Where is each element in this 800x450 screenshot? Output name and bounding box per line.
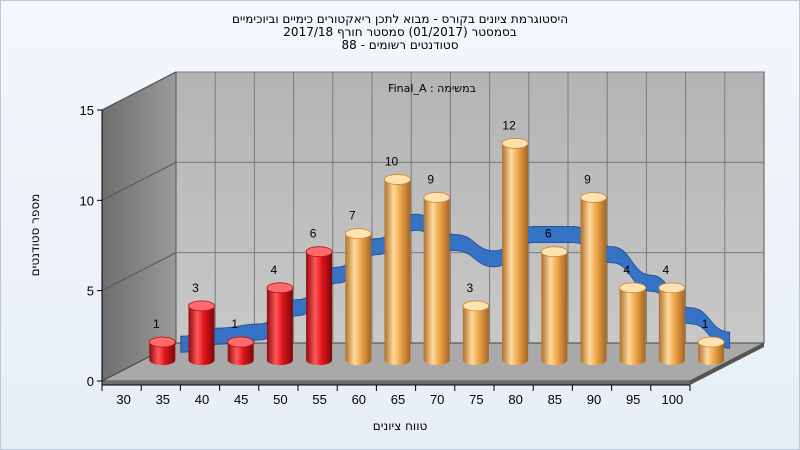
bar-top — [580, 192, 607, 203]
y-tick-label: 5 — [87, 284, 94, 299]
bar — [697, 336, 725, 366]
bar-body — [345, 233, 372, 366]
bar-top — [697, 336, 725, 348]
x-tick-label: 75 — [469, 392, 483, 407]
bar — [619, 282, 647, 366]
bar-value-label: 7 — [349, 209, 356, 223]
bar-body — [541, 251, 568, 366]
bar-value-label: 1 — [153, 317, 160, 331]
x-axis-label: טווח ציונים — [372, 419, 428, 433]
chart-title-line-2: בסמסטר (01/2017) סמסטר חורף 2017/18 — [283, 25, 517, 39]
left-wall — [101, 71, 177, 382]
bar — [305, 246, 333, 366]
bar — [227, 336, 255, 366]
x-tick-label: 40 — [195, 392, 209, 407]
y-tick-label: 0 — [87, 374, 94, 389]
bar-body — [306, 251, 333, 366]
y-tick-label: 10 — [80, 193, 94, 208]
bar — [423, 192, 451, 366]
bar-top — [619, 282, 647, 294]
bar — [540, 246, 568, 366]
bar-body — [580, 197, 607, 366]
series-label: Final_A : במשימה — [388, 82, 476, 95]
bar-value-label: 6 — [310, 227, 317, 241]
bar-value-label: 1 — [702, 317, 709, 331]
x-tick-label: 80 — [508, 392, 522, 407]
bar-body — [619, 287, 646, 366]
bar-value-label: 3 — [192, 281, 199, 295]
gridline — [101, 71, 177, 111]
bar-value-label: 1 — [231, 317, 238, 331]
bar-top — [384, 174, 411, 185]
bar — [266, 282, 294, 366]
bar-top — [148, 336, 176, 348]
y-tick-label: 15 — [80, 103, 94, 118]
bar — [580, 192, 607, 366]
bar-top — [344, 228, 372, 240]
bar — [344, 228, 372, 366]
bar-body — [266, 287, 293, 366]
bar-top — [305, 246, 333, 258]
x-tick-label: 55 — [312, 392, 326, 407]
gridline — [101, 161, 177, 201]
bar-top — [658, 282, 686, 294]
bar — [148, 336, 176, 366]
x-tick-label: 90 — [587, 392, 601, 407]
bar-body — [423, 197, 450, 366]
x-tick-label: 45 — [234, 392, 248, 407]
x-tick-label: 85 — [548, 392, 562, 407]
bar-body — [698, 342, 725, 366]
chart-title-line-1: היסטוגרמת ציונים בקורס - מבוא לתכן ריאקט… — [231, 12, 569, 26]
bar-value-label: 3 — [467, 281, 474, 295]
bar-value-label: 4 — [623, 263, 630, 277]
bar-value-label: 12 — [502, 118, 516, 132]
floor-edge — [102, 381, 690, 385]
x-tick-label: 50 — [273, 392, 287, 407]
bar-top — [540, 246, 568, 258]
bar-value-label: 9 — [427, 173, 434, 187]
x-tick-label: 100 — [662, 392, 684, 407]
bar-top — [501, 137, 529, 149]
bar-value-label: 4 — [271, 263, 278, 277]
bar — [501, 137, 529, 366]
bar-body — [188, 305, 215, 366]
bar-value-label: 4 — [663, 263, 670, 277]
bar-body — [227, 342, 254, 366]
bar-body — [462, 305, 489, 366]
bar-top — [266, 282, 294, 294]
bar — [658, 282, 686, 366]
bar-value-label: 10 — [385, 154, 399, 168]
bar — [462, 300, 490, 366]
bar-top — [227, 336, 255, 348]
x-tick-label: 65 — [391, 392, 405, 407]
floor-side-edge — [690, 343, 764, 385]
bar — [188, 300, 215, 366]
x-tick-label: 70 — [430, 392, 444, 407]
bar-top — [188, 300, 215, 312]
gridline — [101, 252, 177, 292]
bar-body — [502, 143, 529, 366]
bar-top — [462, 300, 490, 312]
x-tick-label: 95 — [626, 392, 640, 407]
bar-body — [658, 287, 685, 366]
bar-top — [423, 192, 451, 203]
x-tick-label: 35 — [156, 392, 170, 407]
x-tick-label: 60 — [352, 392, 366, 407]
bar-body — [149, 342, 176, 366]
bar-value-label: 6 — [545, 227, 552, 241]
bar-value-label: 9 — [584, 173, 591, 187]
bar-body — [384, 179, 411, 366]
chart-title-line-3: סטודנטים רשומים - 88 — [341, 38, 459, 52]
y-axis-label: מספר סטודנטים — [28, 193, 42, 277]
x-tick-label: 30 — [116, 392, 130, 407]
bar — [384, 174, 411, 366]
